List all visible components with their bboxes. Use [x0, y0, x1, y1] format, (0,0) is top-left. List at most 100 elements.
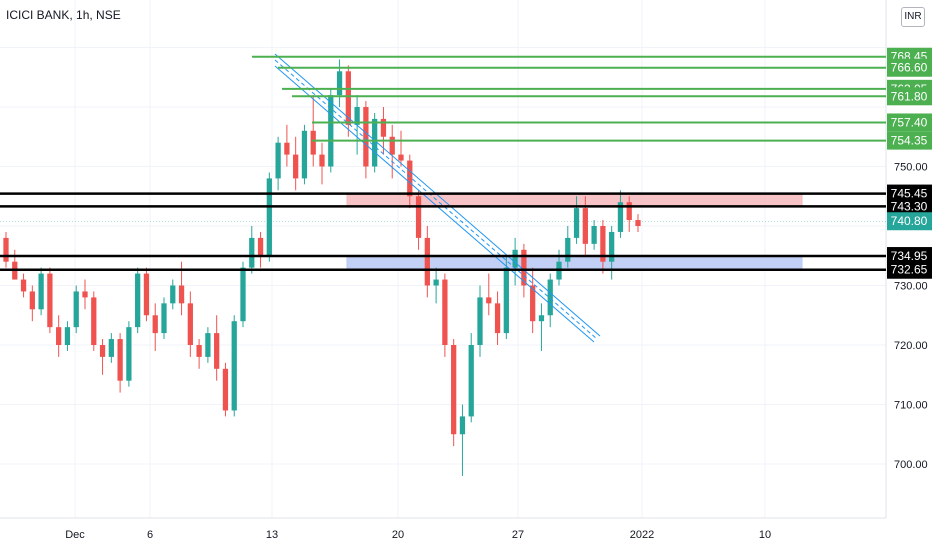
- candle-body: [468, 345, 474, 417]
- time-axis: Dec 6 13 20 27 2022 10: [65, 529, 771, 541]
- key-level-label: 732.65: [891, 263, 928, 277]
- candle-body: [126, 327, 132, 381]
- time-tick-label: 10: [759, 529, 771, 541]
- candle-body: [152, 315, 158, 334]
- candle-body: [47, 273, 53, 328]
- candle-body: [82, 291, 88, 298]
- last-price-label: 740.80: [891, 214, 928, 228]
- candle-body: [433, 279, 439, 286]
- candle-body: [424, 237, 430, 286]
- price-tick-label: 700.00: [894, 459, 928, 471]
- resistance-label: 757.40: [891, 115, 928, 129]
- candle-body: [99, 345, 106, 357]
- currency-badge[interactable]: INR: [901, 7, 925, 27]
- candle-body: [301, 130, 308, 179]
- resistance-label-bg: [887, 87, 932, 106]
- time-tick-label: Dec: [65, 529, 85, 541]
- key-level-label-bg: [887, 260, 932, 279]
- candle-body: [538, 315, 545, 322]
- channel-mid: [274, 59, 598, 340]
- candle-body: [29, 291, 35, 310]
- channel-upper: [274, 53, 601, 337]
- candle-body: [56, 327, 62, 345]
- resistance-label: 754.35: [891, 134, 928, 148]
- candle-body: [20, 279, 27, 292]
- zone-demand: [346, 255, 803, 271]
- price-tick-label: 720.00: [894, 340, 928, 352]
- price-tick-label: 750.00: [894, 162, 928, 174]
- price-tick-label: 710.00: [894, 400, 928, 412]
- candle-body: [178, 285, 185, 304]
- candle-body: [354, 107, 360, 125]
- candle-body: [328, 95, 334, 167]
- key-level-label: 745.45: [891, 187, 928, 201]
- key-level-label: 734.95: [891, 249, 928, 263]
- candle-body: [415, 196, 422, 238]
- candle-body: [143, 273, 150, 316]
- candle-body: [64, 327, 71, 345]
- candle-body: [240, 267, 246, 322]
- key-level-label-bg: [887, 197, 932, 216]
- candle-body: [214, 333, 220, 369]
- candle-body: [187, 303, 193, 345]
- time-tick-label: 2022: [630, 529, 654, 541]
- horizontal-levels: [0, 55, 886, 271]
- time-tick-label: 27: [512, 529, 524, 541]
- candle-body: [442, 279, 448, 345]
- resistance-label-bg: [887, 58, 932, 77]
- candle-body: [91, 297, 97, 345]
- time-tick-label: 6: [147, 529, 153, 541]
- candlestick-series: [3, 59, 641, 476]
- candle-body: [486, 297, 492, 304]
- candle-body: [257, 237, 264, 256]
- candle-body: [389, 136, 395, 155]
- candle-body: [609, 231, 615, 262]
- candle-body: [547, 279, 553, 316]
- candle-body: [3, 237, 9, 262]
- candle-body: [459, 416, 466, 435]
- candle-body: [222, 368, 229, 411]
- candle-body: [494, 303, 501, 334]
- key-level-label: 743.30: [891, 199, 928, 213]
- channel-lower: [274, 65, 595, 343]
- candle-body: [565, 237, 571, 262]
- candle-body: [345, 71, 351, 125]
- resistance-label: 761.80: [891, 89, 928, 103]
- candle-body: [117, 339, 123, 381]
- resistance-label-bg: [887, 131, 932, 150]
- candle-body: [249, 237, 255, 268]
- resistance-label-bg: [887, 113, 932, 132]
- candle-body: [477, 297, 483, 345]
- candle-body: [617, 202, 624, 232]
- candle-body: [336, 71, 343, 96]
- level-labels: 768.45766.60763.05761.80757.40754.35745.…: [887, 47, 932, 279]
- candle-body: [600, 226, 606, 262]
- last-price-label-bg: [887, 212, 932, 231]
- candle-body: [319, 154, 325, 167]
- candle-body: [73, 291, 79, 328]
- candle-body: [266, 178, 272, 256]
- candle-body: [372, 118, 378, 167]
- trend-channel: [274, 53, 601, 343]
- candle-body: [196, 345, 202, 357]
- candle-body: [380, 118, 387, 137]
- candle-body: [407, 160, 413, 197]
- resistance-label: 766.60: [891, 61, 928, 75]
- candle-body: [398, 154, 404, 161]
- time-tick-label: 13: [266, 529, 278, 541]
- candle-body: [530, 285, 536, 322]
- candle-body: [635, 220, 641, 226]
- price-tick-label: 730.00: [894, 281, 928, 293]
- candle-body: [135, 273, 141, 328]
- key-level-label-bg: [887, 247, 932, 266]
- candle-body: [582, 208, 588, 244]
- time-tick-label: 20: [392, 529, 404, 541]
- candle-body: [284, 142, 290, 155]
- zone-supply: [346, 193, 803, 207]
- candle-body: [512, 249, 518, 268]
- candle-body: [275, 142, 281, 179]
- candle-body: [451, 345, 457, 435]
- candle-body: [108, 339, 114, 357]
- candle-body: [170, 285, 176, 304]
